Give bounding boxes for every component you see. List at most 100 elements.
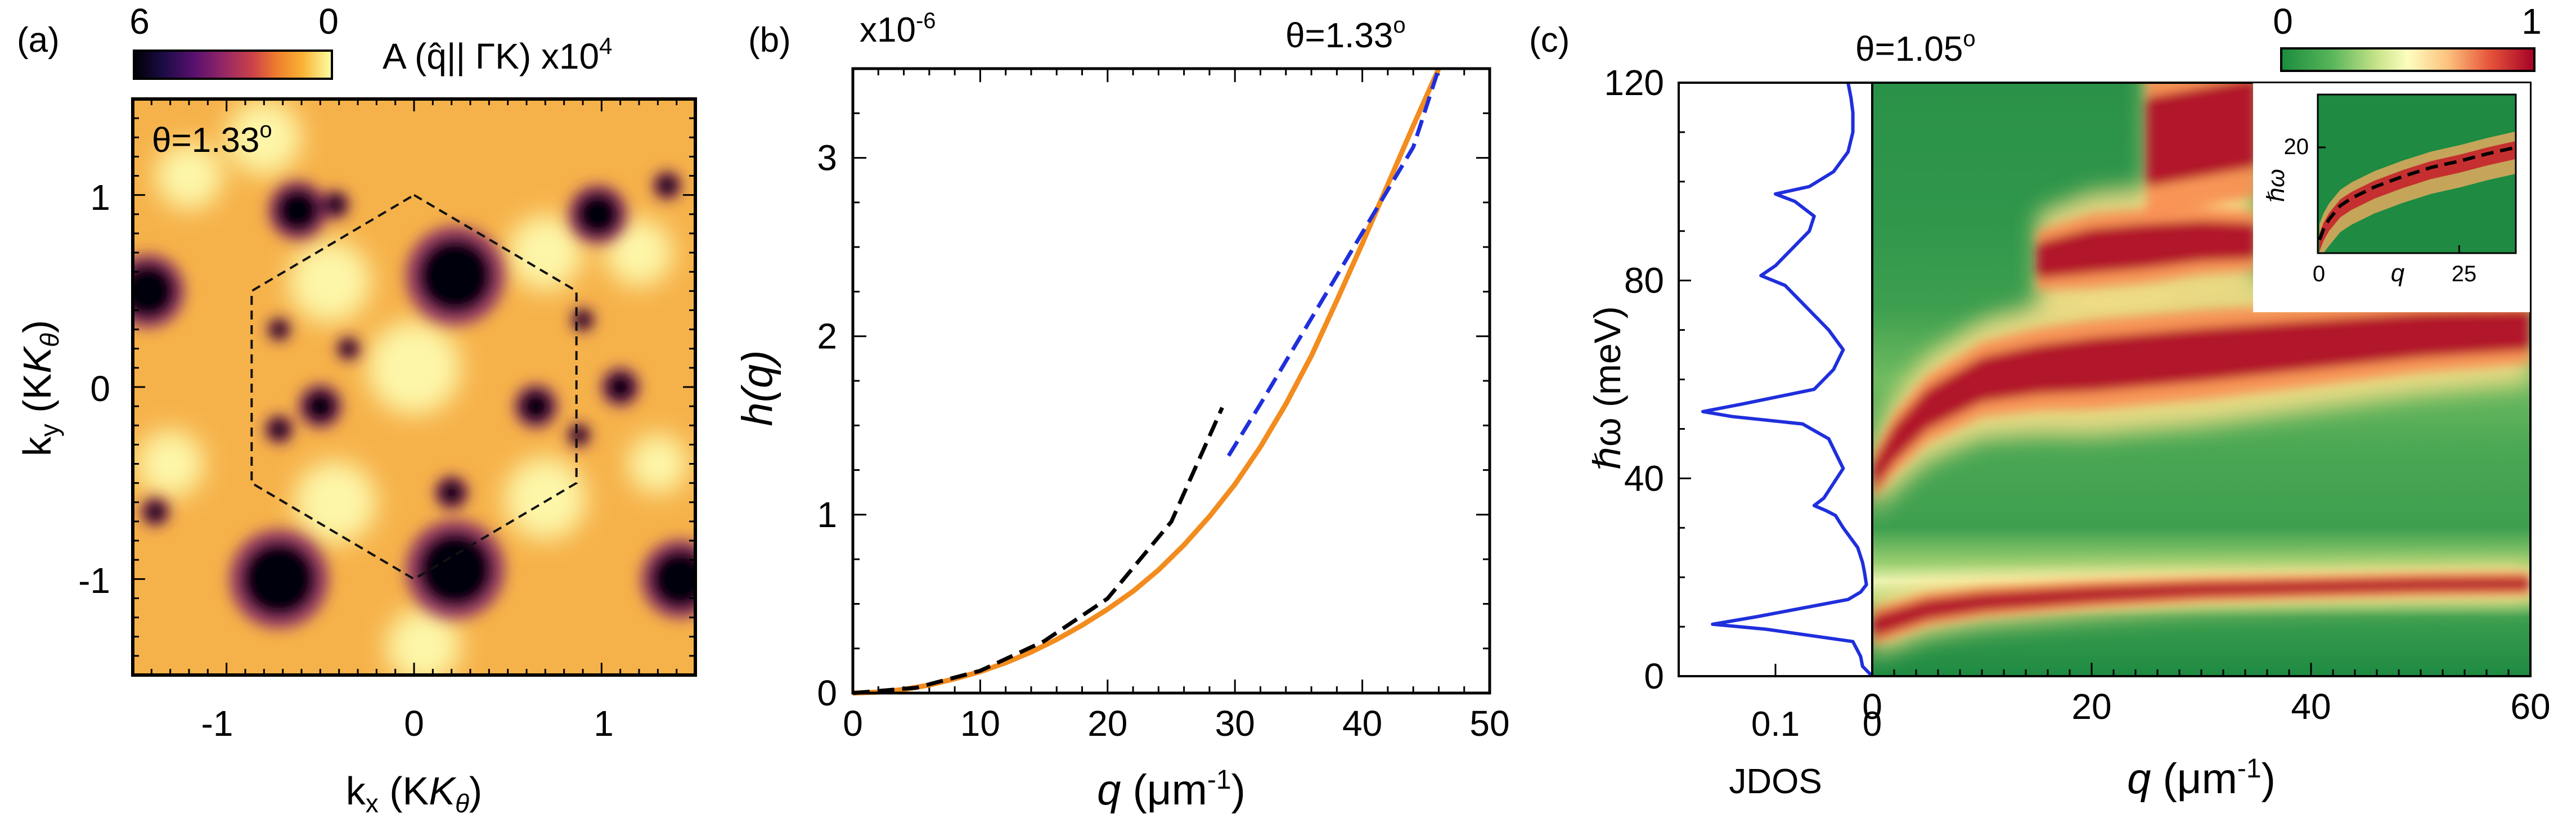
upper-band-core (2036, 221, 2256, 279)
dark-spot (417, 238, 493, 313)
bright-region (226, 100, 302, 175)
x-tick-label: 0 (843, 703, 863, 744)
bright-region (136, 430, 204, 498)
dark-spot (569, 425, 588, 444)
dark-spot (656, 174, 678, 197)
panel-a-ytick: 1 (90, 177, 110, 218)
y-tick-label: 3 (817, 138, 837, 178)
inset-band-core (2319, 141, 2516, 252)
dark-spot (241, 541, 317, 617)
dark-spot (339, 339, 358, 358)
panel-c-jdos-frame (1678, 82, 1873, 677)
bright-region (628, 434, 688, 494)
low-band-core (1872, 577, 2530, 638)
top-region-core (2146, 83, 2256, 187)
x-tick-label: 40 (1342, 703, 1382, 744)
panel-a-quantity-label: A (q̂|| ΓK) x104 (383, 33, 612, 77)
panel-c-inset-ticks (2317, 146, 2460, 253)
panel-a-ticks (132, 98, 696, 676)
dark-spot (573, 310, 592, 330)
panel-a-xtick: 1 (594, 703, 614, 744)
panel-c-colorbar-min: 0 (2273, 1, 2293, 42)
dark-spot (144, 500, 167, 523)
dark-spot (438, 479, 465, 506)
bright-region (507, 215, 583, 290)
y-tick-label: 1 (817, 494, 837, 535)
x-tick-label: 20 (2071, 686, 2111, 727)
y-tick-label: 2 (817, 316, 837, 357)
panel-c-inset-xlabel: q (2391, 259, 2405, 287)
panel-b-frame (851, 67, 1491, 695)
dark-spot (133, 263, 176, 320)
panel-a-angle: θ=1.33o (152, 118, 272, 160)
panel-c-inset-ytick: 20 (2284, 134, 2309, 159)
panel-c-angle: θ=1.05o (1855, 26, 1976, 69)
bright-region (155, 142, 223, 210)
bright-region (294, 461, 377, 544)
panel-b-plot: 0 10 20 30 40 50 0 1 2 3 (817, 68, 1510, 744)
panel-b-label: (b) (748, 21, 791, 60)
panel-c-inset-heatmap (2318, 95, 2516, 253)
x-tick-label: 30 (1215, 703, 1255, 744)
dark-spot (275, 187, 321, 233)
panel-a-xtick: -1 (201, 703, 233, 744)
band-core-group (1872, 83, 2530, 646)
dark-spot (417, 532, 493, 607)
panel-a-colorbar (133, 50, 333, 80)
y-tick-label: 0 (1644, 656, 1664, 696)
bright-region (504, 457, 587, 540)
panel-c-ticks: 0 20 40 60 (1862, 663, 2551, 727)
dark-spot (575, 191, 621, 237)
panel-c-jdos-zero: 0 (1863, 705, 1882, 744)
dark-spot (269, 320, 289, 339)
panel-a-colorbar-min: 0 (318, 1, 339, 42)
dark-spot (324, 193, 347, 216)
x-tick-label: 60 (2510, 686, 2550, 727)
bright-region (386, 609, 461, 675)
series-line-large-q-fit (1226, 68, 1441, 457)
panel-c-inset-xtick: 0 (2313, 262, 2325, 286)
panel-c-ylabel: ℏω (meV) (1586, 306, 1628, 470)
y-tick-label: 0 (817, 673, 837, 713)
dark-spot (303, 389, 338, 424)
panel-a-ytick: 0 (90, 368, 110, 409)
jdos-line (1701, 82, 1874, 678)
panel-b-angle: θ=1.33o (1285, 13, 1406, 55)
x-tick-label: 50 (1469, 703, 1509, 744)
y-tick-label: 120 (1604, 62, 1664, 103)
panel-b-scale: x10-6 (860, 8, 936, 50)
dark-spot (650, 549, 695, 609)
x-tick-label: 10 (960, 703, 1000, 744)
panel-a-colorbar-max: 6 (129, 1, 150, 42)
panel-c-heatmap (1872, 83, 2530, 676)
panel-a-xlabel: kx (KKθ) (346, 769, 482, 818)
panel-c-inset-xtick: 25 (2452, 262, 2477, 286)
panel-a-label: (a) (17, 21, 60, 60)
y-tick-label: 80 (1624, 260, 1664, 301)
inset-dashed-curve (2318, 146, 2516, 241)
panel-a-ytick: -1 (78, 560, 110, 601)
series-line-small-q-fit (852, 407, 1224, 695)
panel-c-jdos-tick: 0.1 (1751, 705, 1800, 744)
panel-a-heatmap (133, 99, 695, 675)
panel-c-inset-frame (2317, 93, 2517, 254)
panel-c-jdos-plot: 0 40 80 120 (1604, 62, 1874, 696)
panel-c-xlabel: q (μm-1) (2127, 754, 2276, 803)
panel-b-ylabel: h(q) (734, 350, 781, 426)
x-tick-label: 40 (2291, 686, 2331, 727)
series-line-h-q- (852, 68, 1441, 696)
x-tick-label: 0 (1862, 686, 1882, 727)
panel-b-xlabel: q (μm-1) (1097, 765, 1246, 814)
panel-c-colorbar (2280, 47, 2535, 72)
panel-c-colorbar-max: 1 (2521, 1, 2542, 42)
mid-band-core (1872, 309, 2530, 492)
panel-c-label: (c) (1529, 21, 1570, 60)
x-tick-label: 20 (1087, 703, 1127, 744)
dark-spot (519, 389, 553, 424)
bright-region (288, 240, 371, 323)
dark-spot (268, 418, 290, 441)
dark-spot (605, 372, 636, 402)
panel-c-inset-ylabel: ℏω (2263, 169, 2289, 202)
bright-region (605, 219, 673, 287)
